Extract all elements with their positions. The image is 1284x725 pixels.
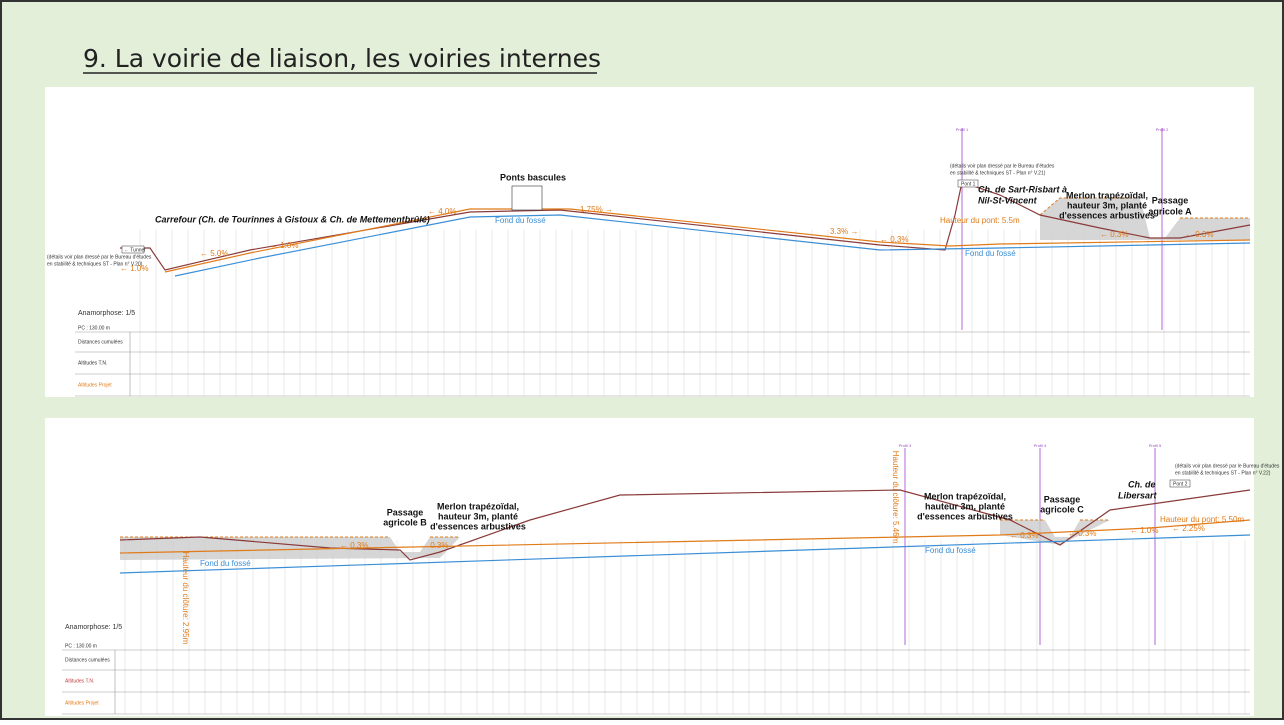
note: en stabilité & techniques ST - Plan n° V… — [1175, 470, 1271, 476]
row-header: Altitudes T.N. — [78, 360, 107, 366]
label: hauteur 3m, planté — [438, 511, 518, 521]
profile-label: Profil 5 — [1149, 443, 1162, 448]
tag-label: Pont 1 — [961, 181, 976, 187]
slope: ← 0.3% — [880, 235, 908, 244]
slope: ← 0.3% — [340, 541, 368, 550]
tag-label: Pont 2 — [1173, 481, 1188, 487]
label: Passage — [1044, 494, 1081, 504]
note: (détails voir plan dressé par le Bureau … — [47, 254, 152, 260]
label: Passage — [387, 507, 424, 517]
profile-label: Profil 3 — [899, 443, 912, 448]
slope: ← 0.3% — [420, 541, 448, 550]
tag-label: ← Tunnel — [124, 247, 145, 253]
label: hauteur 3m, planté — [925, 501, 1005, 511]
pc: PC : 130.00 m — [78, 325, 110, 331]
slope: ← 1.0% — [270, 241, 298, 250]
label: Carrefour (Ch. de Tourinnes à Gistoux & … — [155, 214, 430, 224]
profile-label: Profil 1 — [956, 127, 969, 132]
label: Merlon trapézoïdal, — [924, 491, 1006, 501]
profile-panel — [45, 87, 1254, 397]
scale: Anamorphose: 1/5 — [78, 310, 135, 317]
label: Passage — [1152, 195, 1189, 205]
slide-title: 9. La voirie de liaison, les voiries int… — [83, 44, 601, 73]
label: Ch. de Sart-Risbart à — [978, 184, 1067, 194]
label: agricole B — [383, 517, 427, 527]
profile-label: Profil 4 — [1034, 443, 1047, 448]
label: Fond du fossé — [495, 216, 546, 225]
row-header: Altitudes T.N. — [65, 678, 94, 684]
slope: ← 5.0% — [200, 249, 228, 258]
slope: ← 1.0% — [1130, 526, 1158, 535]
weighbridge — [512, 186, 542, 210]
label: Hauteur du clôture: 5.46m — [891, 451, 900, 544]
row-header: Altitudes Projet — [78, 382, 112, 388]
slope: ← 4.0% — [428, 207, 456, 216]
slope: ← 0.3% — [1100, 230, 1128, 239]
slide: 9. La voirie de liaison, les voiries int… — [0, 0, 1284, 720]
page: {"title": "9. La voirie de liaison, les … — [0, 0, 1284, 720]
row-header: Distances cumulées — [78, 339, 123, 345]
label: d'essences arbustives — [917, 511, 1013, 521]
label: Fond du fossé — [925, 546, 976, 555]
slope: ← 0.3% — [1010, 531, 1038, 540]
label: Libersart — [1118, 490, 1158, 500]
label: Merlon trapézoïdal, — [437, 501, 519, 511]
slope: 1.75% → — [580, 205, 613, 214]
row-header: Altitudes Projet — [65, 700, 99, 706]
label: Ch. de — [1128, 479, 1156, 489]
label: Ponts bascules — [500, 172, 566, 182]
note: en stabilité & techniques ST - Plan n° V… — [950, 170, 1046, 176]
label: Nil-St-Vincent — [978, 195, 1038, 205]
label: agricole A — [1148, 206, 1192, 216]
label: Hauteur du pont: 5.5m — [940, 216, 1020, 225]
label: agricole C — [1040, 504, 1084, 514]
slope: ← 2.25% — [1172, 524, 1205, 533]
label: Fond du fossé — [965, 249, 1016, 258]
note: (détails voir plan dressé par le Bureau … — [1175, 463, 1280, 469]
label: Merlon trapézoïdal, — [1066, 190, 1148, 200]
label: d'essences arbustives — [430, 521, 526, 531]
scale: Anamorphose: 1/5 — [65, 624, 122, 631]
pc: PC : 130.00 m — [65, 643, 97, 649]
label: Hauteur du clôture: 2.95m — [181, 552, 190, 645]
label: d'essences arbustives — [1059, 210, 1155, 220]
slope: ← 0.3% — [1068, 529, 1096, 538]
label: Fond du fossé — [200, 559, 251, 568]
note: (détails voir plan dressé par le Bureau … — [950, 163, 1055, 169]
note: en stabilité & techniques ST - Plan n° V… — [47, 261, 143, 267]
row-header: Distances cumulées — [65, 657, 110, 663]
slope: ← 0.3% — [1185, 230, 1213, 239]
profile-label: Profil 2 — [1156, 127, 1169, 132]
label: hauteur 3m, planté — [1067, 200, 1147, 210]
slope: 3.3% → — [830, 227, 858, 236]
label: Hauteur du pont: 5.50m — [1160, 515, 1244, 524]
